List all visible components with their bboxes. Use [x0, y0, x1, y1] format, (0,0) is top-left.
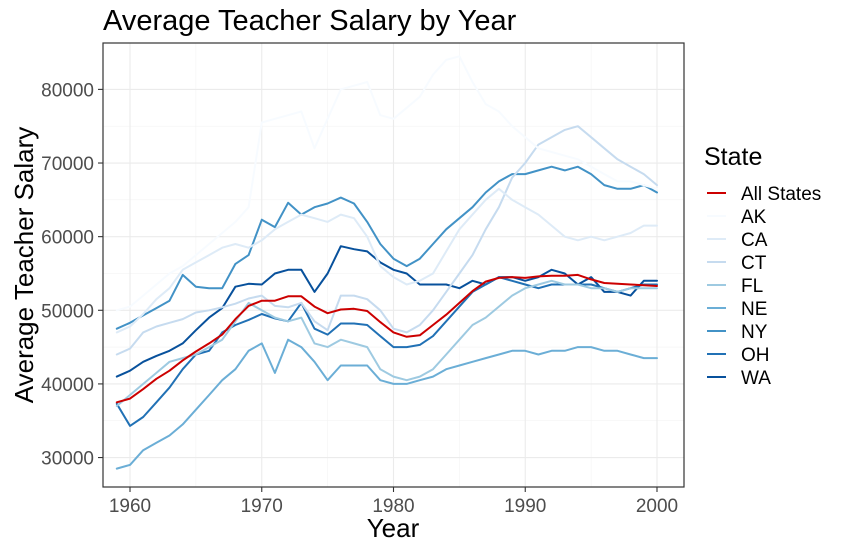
legend-label: FL — [741, 276, 763, 297]
series-line-ne — [115, 338, 658, 470]
x-axis-title: Year — [367, 513, 420, 543]
series-line-ak — [115, 55, 658, 312]
x-tick-label: 1970 — [241, 496, 283, 517]
legend-label: CT — [741, 253, 767, 274]
x-tick-label: 1990 — [504, 496, 546, 517]
y-axis-title: Average Teacher Salary — [9, 127, 39, 404]
series-line-all-states — [115, 273, 658, 404]
y-tick-label: 40000 — [41, 375, 94, 396]
legend-title: State — [704, 143, 762, 171]
grid-lines — [103, 43, 684, 487]
axis-ticks: 1960 1970 1980 1990 2000 30000 40000 50000 60000… — [41, 80, 678, 517]
legend-label: OH — [741, 345, 770, 366]
y-tick-label: 50000 — [41, 301, 94, 322]
series-line-ny — [115, 165, 658, 330]
legend-label: AK — [741, 207, 767, 228]
y-tick-label: 70000 — [41, 154, 94, 175]
y-tick-label: 80000 — [41, 80, 94, 101]
legend-label: All States — [741, 184, 821, 205]
x-tick-label: 1960 — [109, 496, 151, 517]
series-line-ca — [115, 187, 658, 334]
legend-label: WA — [741, 368, 771, 389]
chart-title: Average Teacher Salary by Year — [103, 5, 517, 37]
x-tick-label: 2000 — [636, 496, 678, 517]
y-tick-label: 60000 — [41, 228, 94, 249]
y-tick-label: 30000 — [41, 449, 94, 470]
series-lines — [115, 55, 658, 470]
legend-label: NE — [741, 299, 767, 320]
legend-label: CA — [741, 230, 768, 251]
legend-label: NY — [741, 322, 768, 343]
series-line-ct — [115, 125, 658, 356]
series-line-fl — [115, 279, 658, 407]
x-tick-label: 1980 — [372, 496, 414, 517]
